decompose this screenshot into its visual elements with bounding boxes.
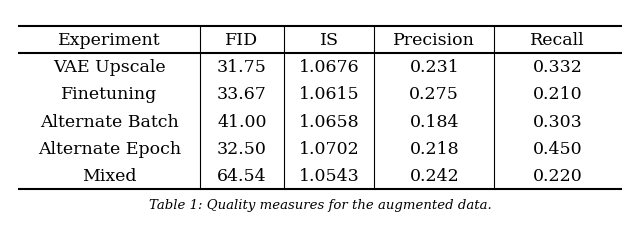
Text: Alternate Epoch: Alternate Epoch: [38, 140, 181, 157]
Text: 33.67: 33.67: [217, 86, 267, 103]
Text: 1.0676: 1.0676: [299, 59, 359, 76]
Text: Precision: Precision: [394, 32, 476, 49]
Text: 0.332: 0.332: [532, 59, 582, 76]
Text: 32.50: 32.50: [217, 140, 267, 157]
Text: VAE Upscale: VAE Upscale: [53, 59, 166, 76]
Text: FID: FID: [225, 32, 259, 49]
Text: 0.450: 0.450: [533, 140, 582, 157]
Text: 0.184: 0.184: [410, 113, 459, 130]
Text: Mixed: Mixed: [82, 167, 137, 184]
Text: 0.220: 0.220: [532, 167, 582, 184]
Text: Alternate Batch: Alternate Batch: [40, 113, 179, 130]
Text: IS: IS: [319, 32, 339, 49]
Text: 0.303: 0.303: [532, 113, 582, 130]
Text: 41.00: 41.00: [217, 113, 266, 130]
Text: 1.0702: 1.0702: [299, 140, 360, 157]
Text: 64.54: 64.54: [217, 167, 267, 184]
Text: 0.210: 0.210: [533, 86, 582, 103]
Text: 0.231: 0.231: [410, 59, 459, 76]
Text: 31.75: 31.75: [217, 59, 267, 76]
Text: Experiment: Experiment: [58, 32, 161, 49]
Text: 0.242: 0.242: [410, 167, 459, 184]
Text: Table 1: Quality measures for the augmented data.: Table 1: Quality measures for the augmen…: [148, 198, 492, 211]
Text: Recall: Recall: [531, 32, 585, 49]
Text: Finetuning: Finetuning: [61, 86, 157, 103]
Text: 1.0543: 1.0543: [299, 167, 360, 184]
Text: 0.218: 0.218: [410, 140, 459, 157]
Text: 0.275: 0.275: [410, 86, 460, 103]
Text: 1.0615: 1.0615: [299, 86, 359, 103]
Text: 1.0658: 1.0658: [299, 113, 359, 130]
